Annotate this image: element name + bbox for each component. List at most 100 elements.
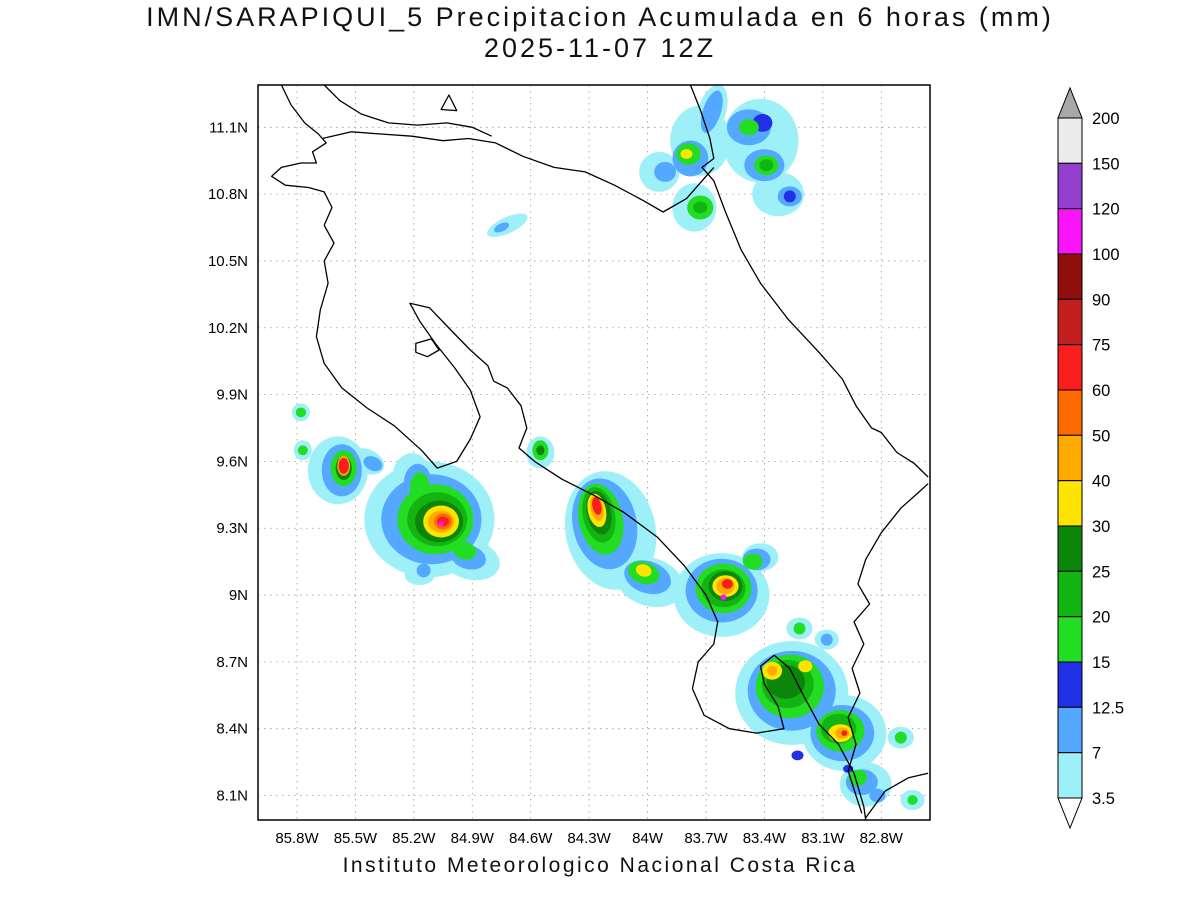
- colorbar-segment: [1057, 298, 1083, 346]
- precip-cell-15: [793, 622, 806, 635]
- colorbar-label: 200: [1092, 110, 1120, 128]
- x-tick-label: 83.7W: [684, 830, 728, 847]
- pacific-coastline: [270, 85, 867, 820]
- y-tick-label: 8.1N: [216, 788, 248, 805]
- colorbar-label: 90: [1092, 291, 1110, 309]
- colorbar-segment: [1057, 389, 1083, 436]
- colorbar-segment: [1057, 570, 1083, 618]
- precip-cell-7: [494, 222, 509, 233]
- colorbar-segment: [1057, 434, 1083, 482]
- precip-cell-30: [798, 660, 813, 673]
- y-tick-label: 9.3N: [216, 520, 248, 537]
- y-tick-label: 10.8N: [208, 186, 248, 203]
- precip-cell-15: [297, 445, 308, 456]
- colorbar-segment: [1057, 480, 1083, 527]
- precip-cell-15: [739, 119, 759, 136]
- map-frame: [257, 84, 931, 821]
- y-tick-label: 9.9N: [216, 387, 248, 404]
- precip-cell-20: [693, 201, 708, 214]
- title-line-2: 2025-11-07 12Z: [483, 33, 717, 63]
- precip-cell-30: [635, 564, 652, 577]
- colorbar-label: 100: [1092, 246, 1120, 264]
- x-tick-label: 83.4W: [743, 830, 787, 847]
- colorbar-label: 3.5: [1092, 790, 1115, 808]
- colorbar-segment: [1057, 253, 1083, 300]
- colorbar-segment: [1057, 706, 1083, 754]
- colorbar-segment: [1057, 752, 1083, 799]
- precip-cell-7: [820, 633, 833, 646]
- precip-cell-60: [338, 457, 349, 474]
- precip-cell-15: [295, 407, 306, 418]
- colorbar-label: 30: [1092, 518, 1110, 536]
- x-tick-label: 84.3W: [567, 830, 611, 847]
- x-tick-label: 84.9W: [451, 830, 495, 847]
- precip-cell-12.5: [783, 190, 796, 203]
- colorbar-label: 120: [1092, 201, 1120, 219]
- colorbar-label: 12.5: [1092, 699, 1124, 717]
- precip-cell-25: [536, 445, 545, 456]
- colorbar-label: 60: [1092, 382, 1110, 400]
- x-tick-label: 84.6W: [509, 830, 553, 847]
- precip-cell-12.5: [791, 750, 804, 761]
- precip-cell-15: [894, 731, 907, 744]
- lake-island: [440, 94, 458, 112]
- footer-credit: Instituto Meteorologico Nacional Costa R…: [342, 854, 858, 877]
- colorbar-segment: [1057, 616, 1083, 663]
- colorbar-label: 75: [1092, 337, 1110, 355]
- x-tick-label: 82.8W: [860, 830, 904, 847]
- precip-cell-15: [742, 553, 763, 570]
- x-tick-label: 83.1W: [801, 830, 845, 847]
- plot-title: IMN/SARAPIQUI_5 Precipitacion Acumulada …: [0, 2, 1200, 64]
- precip-cell-100: [720, 594, 727, 601]
- precip-cell-60: [592, 497, 602, 515]
- title-line-1: IMN/SARAPIQUI_5 Precipitacion Acumulada …: [146, 2, 1054, 32]
- precip-cell-60: [721, 579, 733, 589]
- precip-cell-7: [363, 456, 383, 472]
- colorbar-label: 25: [1092, 563, 1110, 581]
- y-tick-label: 10.2N: [208, 320, 248, 337]
- x-tick-label: 85.8W: [275, 830, 319, 847]
- precip-cell-60: [841, 730, 848, 736]
- colorbar-label: 50: [1092, 427, 1110, 445]
- precip-cell-7: [869, 788, 886, 803]
- colorbar-segment: [1057, 344, 1083, 391]
- y-tick-label: 11.1N: [209, 119, 248, 136]
- y-tick-label: 10.5N: [208, 253, 248, 270]
- y-tick-label: 9N: [229, 587, 248, 604]
- precip-cell-15: [452, 541, 477, 560]
- precip-cell-7: [700, 90, 723, 133]
- y-tick-label: 8.4N: [216, 721, 248, 738]
- coastlines: [270, 85, 929, 820]
- precip-cell-40: [767, 665, 778, 676]
- x-tick-label: 84W: [632, 830, 664, 847]
- precip-cell-100: [438, 521, 444, 527]
- colorbar-segment: [1057, 661, 1083, 708]
- panama-pacific-coastline: [865, 772, 929, 819]
- nicaragua-border: [322, 131, 715, 213]
- precip-cell-7: [654, 161, 676, 182]
- caribbean-coastline: [689, 85, 929, 478]
- colorbar-segment: [1057, 117, 1083, 164]
- colorbar-label: 40: [1092, 473, 1110, 491]
- colorbar-arrow-bottom: [1057, 797, 1083, 830]
- colorbar-label: 15: [1092, 654, 1110, 672]
- colorbar-segment: [1057, 208, 1083, 255]
- colorbar-segment: [1057, 525, 1083, 572]
- y-tick-label: 8.7N: [216, 654, 248, 671]
- colorbar-label: 20: [1092, 609, 1110, 627]
- precip-cell-30: [680, 149, 693, 159]
- precip-cell-20: [759, 159, 774, 172]
- isla-chira: [415, 338, 440, 358]
- precip-cell-15: [907, 795, 918, 805]
- precip-cell-15: [848, 769, 867, 786]
- lake-nicaragua-shore: [323, 85, 492, 137]
- colorbar-segment: [1057, 162, 1083, 210]
- panama-border: [847, 483, 929, 814]
- x-tick-label: 85.2W: [392, 830, 436, 847]
- x-tick-label: 85.5W: [334, 830, 378, 847]
- precip-cell-7: [416, 563, 431, 578]
- colorbar-label: 7: [1092, 745, 1101, 763]
- colorbar-arrow-top: [1057, 86, 1083, 119]
- y-tick-label: 9.6N: [216, 453, 248, 470]
